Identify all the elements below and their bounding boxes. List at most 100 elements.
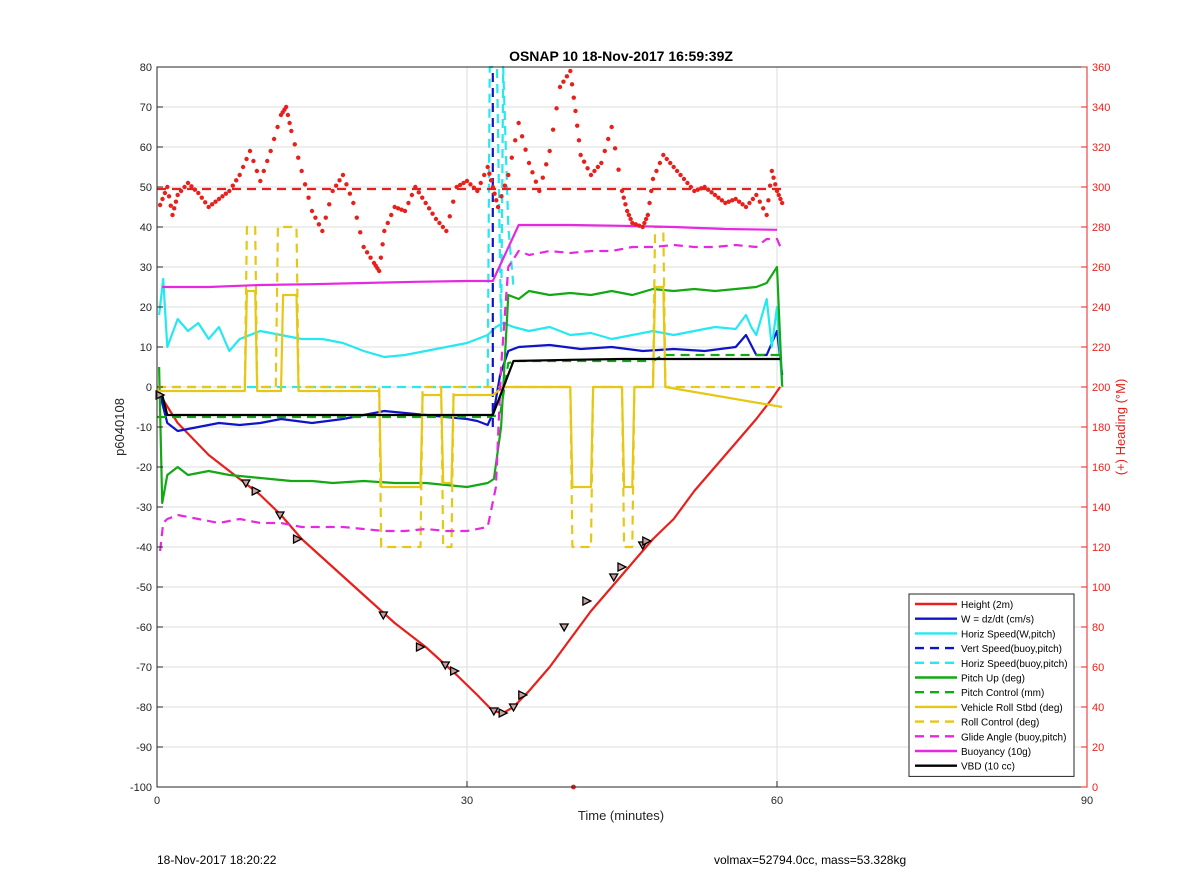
legend-label: Vert Speed(buoy,pitch) (961, 644, 1062, 655)
heading-point (575, 123, 580, 128)
heading-point (168, 203, 173, 208)
heading-point (287, 120, 292, 126)
heading-point (516, 120, 521, 126)
heading-point (637, 223, 642, 228)
heading-point (736, 199, 742, 204)
heading-point (554, 106, 559, 111)
heading-point (513, 138, 518, 143)
heading-point (354, 215, 359, 220)
heading-point (454, 184, 459, 190)
footer-timestamp: 18-Nov-2017 18:20:22 (157, 853, 277, 867)
heading-point (654, 168, 659, 174)
marker-point (498, 707, 509, 719)
marker-point (608, 573, 619, 583)
legend-label: Buoyancy (10g) (961, 747, 1031, 758)
y2-tick-label: 260 (1092, 262, 1110, 274)
heading-point (313, 215, 318, 220)
heading-point (573, 108, 578, 114)
legend-label: Pitch Up (deg) (961, 674, 1025, 685)
heading-point (487, 171, 492, 176)
heading-point (271, 136, 277, 142)
heading-point (213, 199, 218, 204)
y2-tick-label: 320 (1092, 142, 1110, 154)
heading-point (478, 180, 483, 186)
y-tick-label: 80 (140, 62, 152, 74)
heading-point (769, 168, 775, 174)
heading-point (237, 172, 242, 178)
heading-point (392, 204, 397, 210)
marker-point (449, 665, 461, 677)
y2-tick-label: 220 (1092, 342, 1110, 354)
heading-point (166, 194, 172, 199)
heading-point (588, 172, 594, 178)
heading-point (330, 188, 335, 194)
y2-tick-label: 240 (1092, 302, 1110, 314)
y-tick-label: 50 (140, 182, 152, 194)
heading-point (358, 230, 363, 235)
heading-point (209, 202, 215, 207)
axes: 0 30 60 90-100-90-80-70-60-50-40-30-20-1001… (130, 62, 1110, 807)
marker-point (292, 533, 303, 545)
heading-point (750, 196, 756, 202)
heading-point (482, 172, 487, 178)
heading-point (172, 206, 177, 211)
marker-point (378, 611, 389, 621)
y2-tick-label: 200 (1092, 382, 1110, 394)
heading-point (447, 214, 452, 219)
y2-axis-label: (+) Heading (°M) (1113, 379, 1128, 476)
marker-point (415, 641, 426, 653)
series-line-glide-angle-buoy-pitch (159, 237, 784, 552)
heading-point (602, 148, 607, 154)
heading-point (774, 188, 780, 194)
heading-point (642, 220, 647, 226)
marker-point (582, 595, 593, 607)
marker-point (642, 535, 653, 547)
y-tick-label: -80 (136, 702, 152, 714)
heading-point (230, 183, 235, 188)
heading-point (626, 212, 632, 218)
heading-point (182, 184, 187, 190)
heading-point (544, 162, 549, 167)
heading-point (220, 194, 225, 199)
heading-point (685, 180, 690, 186)
heading-point (364, 250, 370, 255)
heading-point (761, 206, 766, 211)
heading-point (730, 198, 735, 203)
heading-point (633, 222, 638, 227)
heading-point (299, 168, 304, 174)
heading-point (776, 192, 781, 198)
heading-point (650, 176, 656, 182)
y-tick-label: 0 (146, 382, 152, 394)
marker-point (518, 689, 529, 701)
legend-label: Glide Angle (buoy,pitch) (961, 732, 1066, 743)
x-axis-label: Time (minutes) (578, 808, 664, 823)
x-tick-label: 90 (1081, 795, 1093, 807)
heading-point (433, 216, 439, 222)
heading-point (451, 199, 456, 204)
heading-point (509, 155, 514, 160)
heading-point (440, 224, 446, 230)
series-line-w-dz-dt-cm-s (159, 329, 784, 433)
heading-point (457, 182, 463, 188)
heading-point (351, 200, 356, 206)
y-tick-label: 30 (140, 262, 152, 274)
heading-point (692, 188, 697, 194)
heading-point (475, 188, 480, 194)
heading-point (681, 176, 687, 182)
heading-point (647, 200, 652, 206)
y2-tick-label: 20 (1092, 742, 1104, 754)
y-tick-label: 70 (140, 102, 152, 114)
marker-point (488, 707, 499, 717)
y2-tick-label: 120 (1092, 542, 1110, 554)
heading-point (712, 192, 718, 198)
heading-point (502, 183, 508, 188)
heading-point (333, 183, 339, 188)
heading-point (668, 160, 673, 166)
y-tick-label: -40 (136, 542, 152, 554)
heading-point (709, 190, 714, 195)
heading-point (592, 168, 597, 174)
heading-point (773, 182, 778, 187)
heading-point (162, 190, 168, 196)
heading-point (282, 107, 287, 112)
